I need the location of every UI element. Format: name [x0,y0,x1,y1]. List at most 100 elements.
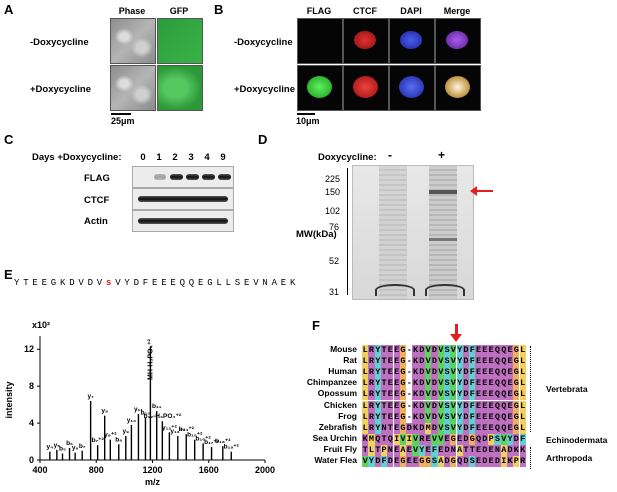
alignment-residue: R [368,389,375,401]
alignment-residue: V [425,411,432,423]
panel-d-arrow-head-icon [470,186,477,196]
species-name: Fruit Fly [323,443,357,454]
alignment-residue: D [462,400,470,412]
panel-a-header-gfp: GFP [169,6,189,16]
alignment-residue: A [437,456,444,467]
peptide-residue: K [290,278,296,288]
alignment-residue: D [462,378,470,390]
alignment-residue: L [519,422,526,434]
peptide-residue: V [253,278,259,288]
panel-c-letter: C [4,132,14,147]
alignment-residue: G [513,400,520,412]
alignment-residue: L [368,444,375,456]
panel-f-group-arthropoda: Arthropoda [546,453,593,463]
alignment-residue: D [431,400,438,412]
alignment-residue: E [481,400,488,412]
alignment-residue: V [437,389,444,401]
peak-label: y₁₂⁺² [162,424,178,431]
alignment-residue: K [513,444,520,456]
alignment-residue: E [475,378,482,390]
alignment-residue: E [393,422,400,434]
alignment-residue: D [462,433,470,445]
alignment-residue: V [437,356,444,368]
alignment-residue: K [506,456,514,467]
peak-label: b₁₉⁺² [224,444,240,451]
species-name: Opossum [317,388,357,399]
peptide-residue: G [207,278,213,288]
alignment-residue: Y [374,389,381,401]
species-name: Chicken [323,399,357,410]
alignment-residue: - [406,411,413,423]
peptide-residue: V [96,278,103,288]
alignment-residue: L [362,422,369,434]
peak-label: y₈ [101,408,108,415]
alignment-residue: D [431,422,438,434]
alignment-residue: Y [374,411,381,423]
peptide-residue: E [161,278,167,288]
alignment-residue: Q [500,356,507,368]
alignment-residue: E [506,367,514,379]
panel-b-scale-bar [297,113,315,115]
alignment-residue: K [412,345,419,356]
alignment-residue: E [488,389,495,401]
species-name: Mouse [330,344,357,354]
alignment-residue: L [362,356,369,368]
alignment-residue: R [368,400,375,412]
alignment-residue: S [443,367,451,379]
panel-b-letter: B [214,2,224,17]
alignment-residue: E [475,456,482,467]
x-tick-label: 2000 [255,465,275,475]
alignment-residue: E [481,367,488,379]
species-name: Frog [338,410,357,421]
alignment-residue: E [437,444,444,456]
alignment-residue: P [513,456,520,467]
alignment-residue: Y [368,456,375,467]
alignment-residue: S [431,456,438,467]
alignment-residue: E [506,345,514,356]
alignment-residue: I [500,456,507,467]
panel-d-mw-axis [347,168,348,295]
alignment-residue: D [418,389,425,401]
alignment-residue: F [431,444,438,456]
alignment-residue: G [399,422,407,434]
alignment-residue: Q [494,389,501,401]
alignment-residue: E [506,411,514,423]
alignment-residue: G [513,345,520,356]
alignment-residue: D [431,356,438,368]
alignment-residue: F [380,456,388,467]
panel-b-row-minus-dox: -Doxycycline [234,37,293,48]
panel-b-merge-plus-image [435,65,481,111]
alignment-residue: M [425,422,432,434]
alignment-residue: R [368,378,375,390]
alignment-residue: G [513,389,520,401]
peptide-residue: E [170,278,176,288]
panel-e-letter: E [4,267,13,282]
alignment-residue: Q [494,367,501,379]
alignment-residue: E [481,389,488,401]
alignment-residue: E [488,400,495,412]
alignment-residue: G [399,356,407,368]
x-tick-label: 800 [89,465,104,475]
peptide-residue: A [271,278,277,288]
alignment-residue: D [462,345,470,356]
alignment-residue: Y [456,422,463,434]
alignment-residue: V [450,411,457,423]
alignment-residue: E [393,367,400,379]
alignment-residue: G [399,456,407,467]
x-tick-label: 400 [32,465,47,475]
alignment-residue: L [519,356,526,368]
alignment-residue: E [488,356,495,368]
panel-c-day: 1 [156,152,162,163]
panel-b-ctcf-minus-image [343,18,389,64]
alignment-residue: F [469,345,476,356]
alignment-residue: F [469,367,476,379]
panel-a-gfp-plus-image [157,65,203,111]
alignment-residue: D [481,433,488,445]
alignment-residue: R [418,433,425,445]
panel-c-day: 4 [204,152,210,163]
alignment-residue: D [431,367,438,379]
alignment-residue: E [481,378,488,390]
panel-a-scale-bar [111,113,131,115]
alignment-residue: E [393,411,400,423]
alignment-residue: F [519,433,526,445]
